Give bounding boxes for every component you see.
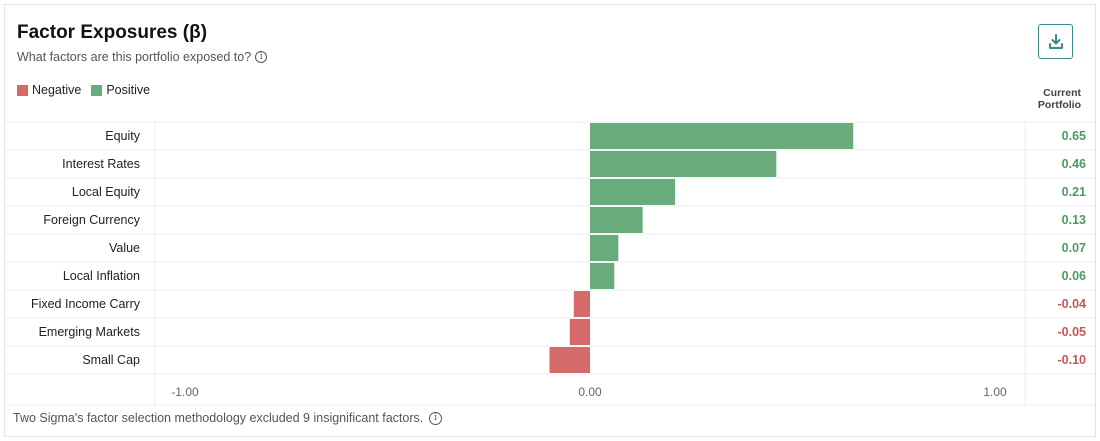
download-button[interactable] [1038, 24, 1073, 59]
page-title: Factor Exposures (β) [17, 22, 208, 43]
value-label: -0.05 [1058, 325, 1087, 339]
legend-item-positive[interactable]: Positive [91, 83, 150, 97]
value-label: -0.04 [1058, 297, 1087, 311]
bar [569, 319, 590, 345]
value-column-header-line2: Portfolio [1037, 99, 1081, 111]
info-icon[interactable]: i [255, 51, 268, 63]
category-label: Emerging Markets [39, 325, 140, 339]
value-label: 0.65 [1062, 129, 1086, 143]
value-label: 0.21 [1062, 185, 1086, 199]
category-label: Value [109, 241, 140, 255]
value-label: 0.06 [1062, 269, 1086, 283]
value-column-header-line1: Current [1043, 87, 1081, 99]
bar [590, 123, 854, 149]
bar [590, 151, 777, 177]
legend-item-negative[interactable]: Negative [17, 83, 81, 97]
bar [590, 179, 676, 205]
value-label: -0.10 [1058, 353, 1087, 367]
legend-swatch-positive [91, 84, 103, 96]
category-label: Interest Rates [62, 157, 140, 171]
subtitle-text: What factors are this portfolio exposed … [17, 50, 252, 64]
legend-label-negative: Negative [32, 83, 82, 97]
bar [549, 347, 590, 373]
value-column-header: Current Portfolio [1028, 87, 1081, 111]
category-label: Equity [105, 129, 140, 143]
category-label: Local Equity [72, 185, 141, 199]
category-label: Small Cap [82, 353, 140, 367]
value-label: 0.13 [1062, 213, 1086, 227]
download-icon [1048, 33, 1063, 49]
category-label: Foreign Currency [43, 213, 140, 227]
x-tick-label: 0.00 [578, 385, 602, 399]
legend-swatch-negative [17, 84, 28, 96]
bar [573, 291, 590, 317]
subtitle: What factors are this portfolio exposed … [17, 50, 268, 64]
legend-label-positive: Positive [106, 83, 151, 97]
value-label: 0.46 [1062, 157, 1086, 171]
footer-info-icon[interactable]: i [429, 411, 443, 425]
x-tick-label: -1.00 [171, 385, 199, 399]
value-label: 0.07 [1062, 241, 1086, 255]
bar [590, 263, 615, 289]
bar [590, 207, 643, 233]
bar [590, 235, 619, 261]
footer: Two Sigma's factor selection methodology… [13, 411, 443, 425]
category-label: Fixed Income Carry [31, 297, 141, 311]
category-label: Local Inflation [63, 269, 140, 283]
x-tick-label: 1.00 [983, 385, 1007, 399]
footer-note: Two Sigma's factor selection methodology… [13, 411, 424, 425]
legend: Negative Positive [17, 83, 150, 97]
